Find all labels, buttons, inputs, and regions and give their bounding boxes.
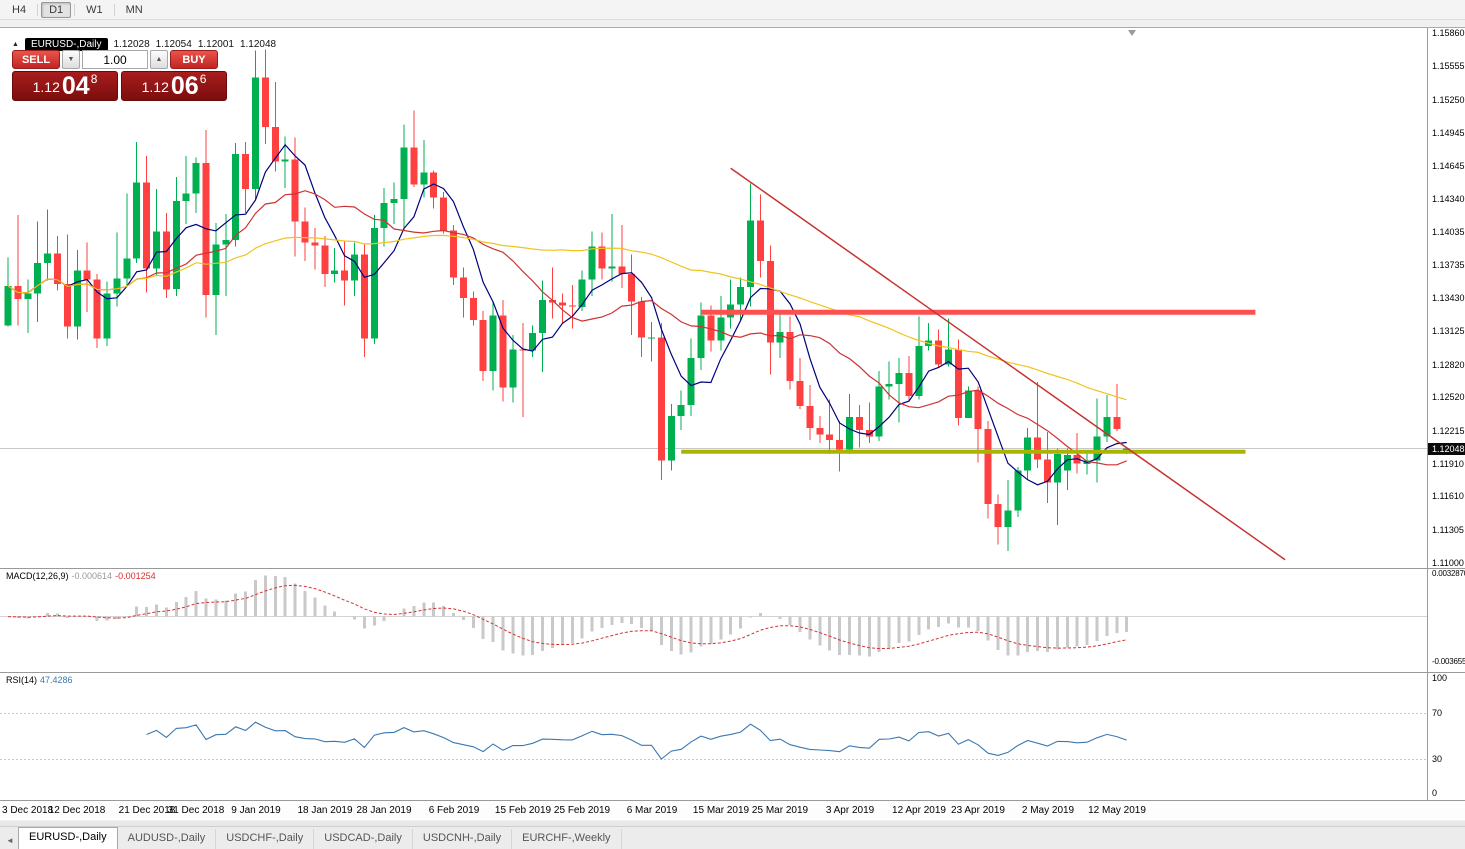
price-scale-label: 1.11305 xyxy=(1432,525,1464,535)
timeframe-button-h4[interactable]: H4 xyxy=(12,3,27,16)
price-scale[interactable]: 1.15860 1.15555 1.15250 1.14945 1.14645 1.143… xyxy=(1427,28,1465,800)
chart-tab-eurusd-daily[interactable]: EURUSD-,Daily xyxy=(18,827,118,849)
buy-price-display[interactable]: 1.12 06 6 xyxy=(121,71,227,101)
chart-tab-eurchf-weekly[interactable]: EURCHF-,Weekly xyxy=(512,829,622,849)
price-scale-label: 1.13125 xyxy=(1432,326,1465,336)
date-axis-label: 3 Apr 2019 xyxy=(825,805,875,816)
rsi-canvas[interactable] xyxy=(0,673,1427,800)
toolbar-separator xyxy=(113,3,115,16)
date-axis-label: 23 Apr 2019 xyxy=(951,805,1005,816)
current-price-box: 1.12048 xyxy=(1428,443,1465,455)
rsi-scale-label: 100 xyxy=(1432,673,1448,683)
timeframe-button-d1[interactable]: D1 xyxy=(41,1,72,18)
ohlc-close: 1.12048 xyxy=(239,39,277,50)
ohlc-low: 1.12001 xyxy=(197,39,234,50)
rsi-scale-label: 70 xyxy=(1432,708,1443,718)
buy-price-main: 1.12 xyxy=(141,79,169,95)
price-scale-label: 1.13735 xyxy=(1432,260,1465,270)
sell-price-big: 04 xyxy=(61,72,90,100)
date-axis-label: 2 May 2019 xyxy=(1021,805,1075,816)
sell-price-display[interactable]: 1.12 04 8 xyxy=(12,71,118,101)
symbol-info-line: ▲ EURUSD-,Daily 1.12028 1.12054 1.12001 … xyxy=(12,38,276,51)
timeframe-button-w1[interactable]: W1 xyxy=(86,3,103,16)
macd-scale-label: 0.0032870 xyxy=(1432,569,1465,578)
toolbar-separator xyxy=(37,3,39,16)
price-scale-label: 1.14035 xyxy=(1432,227,1465,237)
price-scale-label: 1.14340 xyxy=(1432,194,1465,204)
macd-scale-label: -0.0036550 xyxy=(1432,657,1465,666)
date-axis-label: 31 Dec 2018 xyxy=(167,805,225,816)
price-scale-label: 1.12520 xyxy=(1432,392,1465,402)
macd-signal-value: -0.001254 xyxy=(115,571,156,581)
horizontal-scrollbar[interactable] xyxy=(0,821,1465,826)
macd-label: MACD(12,26,9) -0.000614 -0.001254 xyxy=(6,571,156,581)
date-axis[interactable]: 3 Dec 2018 12 Dec 2018 21 Dec 2018 31 Dec 2… xyxy=(0,800,1465,820)
price-chart-canvas[interactable] xyxy=(0,28,1427,568)
oneclick-collapse-icon[interactable]: ▲ xyxy=(12,41,19,48)
timeframe-button-mn[interactable]: MN xyxy=(125,3,143,16)
volume-increase-icon[interactable]: ▲ xyxy=(150,50,168,69)
rsi-scale-label: 30 xyxy=(1432,754,1443,764)
macd-canvas[interactable] xyxy=(0,569,1427,672)
price-scale-label: 1.15555 xyxy=(1432,61,1465,71)
chart-tab-usdcad-daily[interactable]: USDCAD-,Daily xyxy=(314,829,413,849)
toolbar-separator xyxy=(74,3,76,16)
date-axis-label: 15 Mar 2019 xyxy=(692,805,750,816)
price-scale-label: 1.13430 xyxy=(1432,293,1465,303)
tab-strip: EURUSD-,Daily AUDUSD-,Daily USDCHF-,Daily U… xyxy=(18,827,622,849)
price-scale-label: 1.12820 xyxy=(1432,360,1465,370)
macd-main-value: -0.000614 xyxy=(71,571,113,581)
rsi-panel: RSI(14) 47.4286 xyxy=(0,672,1465,801)
chart-window: MACD(12,26,9) -0.000614 -0.001254 RSI(14) 4… xyxy=(0,27,1465,800)
date-axis-label: 25 Mar 2019 xyxy=(751,805,809,816)
macd-panel: MACD(12,26,9) -0.000614 -0.001254 xyxy=(0,568,1465,672)
date-axis-label: 25 Feb 2019 xyxy=(553,805,611,816)
date-axis-label: 18 Jan 2019 xyxy=(297,805,353,816)
date-axis-label: 12 Apr 2019 xyxy=(892,805,946,816)
chart-tab-usdchf-daily[interactable]: USDCHF-,Daily xyxy=(216,829,315,849)
timeframe-toolbar: H4 D1 W1 MN xyxy=(0,0,1465,20)
price-scale-label: 1.14645 xyxy=(1432,161,1465,171)
sell-button[interactable]: SELL xyxy=(12,50,60,69)
buy-button[interactable]: BUY xyxy=(170,50,218,69)
date-axis-label: 6 Feb 2019 xyxy=(428,805,480,816)
price-scale-label: 1.15250 xyxy=(1432,95,1465,105)
rsi-scale-label: 0 xyxy=(1432,788,1438,798)
price-scale-label: 1.11610 xyxy=(1432,491,1464,501)
ohlc-open: 1.12028 xyxy=(113,39,150,50)
rsi-value: 47.4286 xyxy=(40,675,73,685)
volume-decrease-icon[interactable]: ▼ xyxy=(62,50,80,69)
price-scale-label: 1.11910 xyxy=(1432,459,1464,469)
date-axis-label: 12 Dec 2018 xyxy=(48,805,106,816)
date-axis-label: 3 Dec 2018 xyxy=(2,805,54,816)
buy-price-big: 06 xyxy=(170,72,199,100)
sell-price-main: 1.12 xyxy=(32,79,60,95)
date-axis-label: 15 Feb 2019 xyxy=(494,805,552,816)
price-scale-label: 1.14945 xyxy=(1432,128,1465,138)
date-axis-label: 21 Dec 2018 xyxy=(118,805,176,816)
ohlc-high: 1.12054 xyxy=(155,39,192,50)
rsi-label: RSI(14) 47.4286 xyxy=(6,675,73,685)
chart-tab-bar: ◄ EURUSD-,Daily AUDUSD-,Daily USDCHF-,Dail… xyxy=(0,826,1465,849)
volume-input[interactable] xyxy=(82,50,148,69)
date-axis-label: 12 May 2019 xyxy=(1088,805,1146,816)
buy-price-sup: 6 xyxy=(199,72,207,86)
price-scale-label: 1.15860 xyxy=(1432,28,1465,38)
chart-shift-marker xyxy=(1128,30,1136,36)
symbol-label: EURUSD-,Daily xyxy=(24,38,108,51)
date-axis-label: 28 Jan 2019 xyxy=(356,805,412,816)
date-axis-label: 9 Jan 2019 xyxy=(231,805,281,816)
price-scale-label: 1.11000 xyxy=(1432,558,1464,568)
tab-scroll-left-icon[interactable]: ◄ xyxy=(2,831,18,849)
one-click-price-row: 1.12 04 8 1.12 06 6 xyxy=(12,71,227,101)
rsi-name: RSI(14) xyxy=(6,675,38,685)
sell-price-sup: 8 xyxy=(90,72,98,86)
date-axis-label: 6 Mar 2019 xyxy=(626,805,678,816)
chart-tab-audusd-daily[interactable]: AUDUSD-,Daily xyxy=(118,829,217,849)
one-click-trading-row: SELL ▼ ▲ BUY xyxy=(12,50,218,69)
chart-tab-usdcnh-daily[interactable]: USDCNH-,Daily xyxy=(413,829,513,849)
price-scale-label: 1.12215 xyxy=(1432,426,1465,436)
macd-name: MACD(12,26,9) xyxy=(6,571,69,581)
